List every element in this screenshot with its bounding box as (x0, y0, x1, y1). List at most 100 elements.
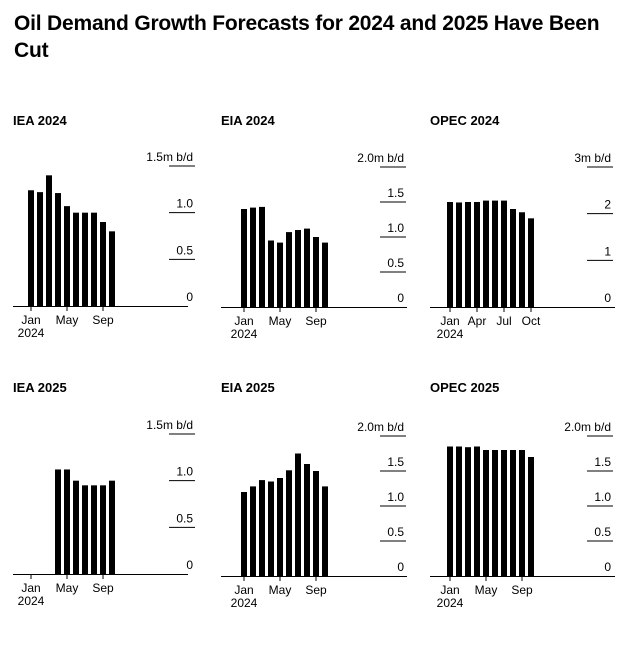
bar-sep (313, 237, 319, 307)
bar-may (483, 450, 489, 576)
panel-iea-2024: IEA 2024 1.5m b/d 1.0 0.5 0 Jan 2024 May Sep (13, 113, 195, 343)
bar-mar (465, 202, 471, 307)
bar-mar (259, 206, 265, 307)
bar-mar (46, 175, 52, 306)
bar-jun (286, 232, 292, 307)
bar-jul (82, 485, 88, 574)
bar-jul (295, 230, 301, 307)
y-tick-label: 0.5 (387, 256, 404, 270)
x-tick-sublabel: 2024 (437, 327, 464, 341)
bar-may (64, 206, 70, 306)
y-tick-label: 1.5m b/d (146, 418, 193, 432)
panel-title: OPEC 2025 (430, 380, 500, 395)
bar-jul (501, 450, 507, 576)
y-tick-label: 0 (186, 558, 193, 572)
bar-aug (304, 228, 310, 307)
bar-aug (91, 212, 97, 306)
panel-eia-2025: EIA 2025 2.0m b/d 1.5 1.0 0.5 0 Jan 2024 May Sep (221, 380, 407, 610)
bar-oct (109, 231, 115, 306)
chart-title: Oil Demand Growth Forecasts for 2024 and… (14, 12, 600, 62)
y-tick-label: 0 (397, 560, 404, 574)
bar-jun (492, 200, 498, 307)
bar-aug (91, 485, 97, 574)
x-tick-label: May (269, 583, 292, 597)
bar-apr (474, 446, 480, 576)
panel-title: EIA 2025 (221, 380, 275, 395)
bar-sep (100, 485, 106, 574)
y-tick-label: 1 (604, 244, 611, 258)
bar-oct (528, 218, 534, 307)
panel-title: IEA 2024 (13, 113, 67, 128)
y-tick-label: 1.0 (387, 490, 404, 504)
y-tick-label: 0.5 (594, 525, 611, 539)
y-tick-label: 1.5 (387, 186, 404, 200)
bar-jan (241, 492, 247, 576)
x-tick-label: Oct (522, 314, 541, 328)
y-tick-label: 0.5 (176, 511, 193, 525)
x-tick-label: Sep (511, 583, 533, 597)
bar-apr (268, 240, 274, 307)
y-tick-label: 1.5 (387, 455, 404, 469)
bar-jan (28, 190, 34, 306)
y-tick-label: 2.0m b/d (357, 151, 404, 165)
x-tick-label: Jan (440, 314, 459, 328)
x-tick-label: Jan (234, 583, 253, 597)
bar-sep (519, 212, 525, 307)
panel-opec-2025: OPEC 2025 2.0m b/d 1.5 1.0 0.5 0 Jan 2024 May Se… (430, 380, 615, 610)
bar-aug (510, 209, 516, 307)
x-tick-label: Sep (305, 314, 327, 328)
y-tick-label: 1.0 (176, 197, 193, 211)
bar-feb (456, 446, 462, 576)
bar-may (483, 200, 489, 307)
bar-feb (37, 192, 43, 306)
bar-mar (465, 447, 471, 576)
y-tick-label: 0 (604, 560, 611, 574)
bar-mar (259, 480, 265, 576)
panel-title: OPEC 2024 (430, 113, 500, 128)
x-tick-label: May (269, 314, 292, 328)
bar-jan (447, 202, 453, 307)
bar-jun (286, 470, 292, 576)
y-tick-label: 1.5m b/d (146, 150, 193, 164)
y-tick-label: 0 (397, 291, 404, 305)
bar-jul (295, 453, 301, 576)
bar-jun (73, 480, 79, 574)
y-tick-label: 2.0m b/d (564, 420, 611, 434)
bar-feb (250, 486, 256, 576)
bar-feb (456, 202, 462, 307)
panel-iea-2025: IEA 2025 1.5m b/d 1.0 0.5 0 Jan 2024 May Sep (13, 380, 195, 610)
bar-oct (528, 457, 534, 576)
bar-jul (501, 200, 507, 307)
x-tick-label: Jan (21, 313, 40, 327)
y-tick-label: 0.5 (176, 243, 193, 257)
bar-jan (241, 209, 247, 307)
y-tick-label: 1.0 (387, 221, 404, 235)
y-tick-label: 0 (604, 291, 611, 305)
bar-jun (492, 450, 498, 576)
y-tick-label: 1.5 (594, 455, 611, 469)
panel-title: EIA 2024 (221, 113, 275, 128)
x-tick-sublabel: 2024 (231, 596, 258, 610)
x-tick-label: Apr (468, 314, 487, 328)
x-tick-sublabel: 2024 (437, 596, 464, 610)
x-tick-label: Sep (92, 313, 114, 327)
bar-may (64, 469, 70, 574)
bar-jan (447, 446, 453, 576)
bar-may (277, 242, 283, 307)
x-tick-sublabel: 2024 (231, 327, 258, 341)
y-tick-label: 1.0 (176, 465, 193, 479)
x-tick-label: May (475, 583, 498, 597)
x-tick-sublabel: 2024 (18, 594, 45, 608)
panel-title: IEA 2025 (13, 380, 67, 395)
bar-oct (322, 486, 328, 576)
y-tick-label: 1.0 (594, 490, 611, 504)
bar-aug (304, 464, 310, 576)
x-tick-label: May (56, 581, 79, 595)
bar-may (277, 478, 283, 576)
y-tick-label: 3m b/d (574, 151, 611, 165)
